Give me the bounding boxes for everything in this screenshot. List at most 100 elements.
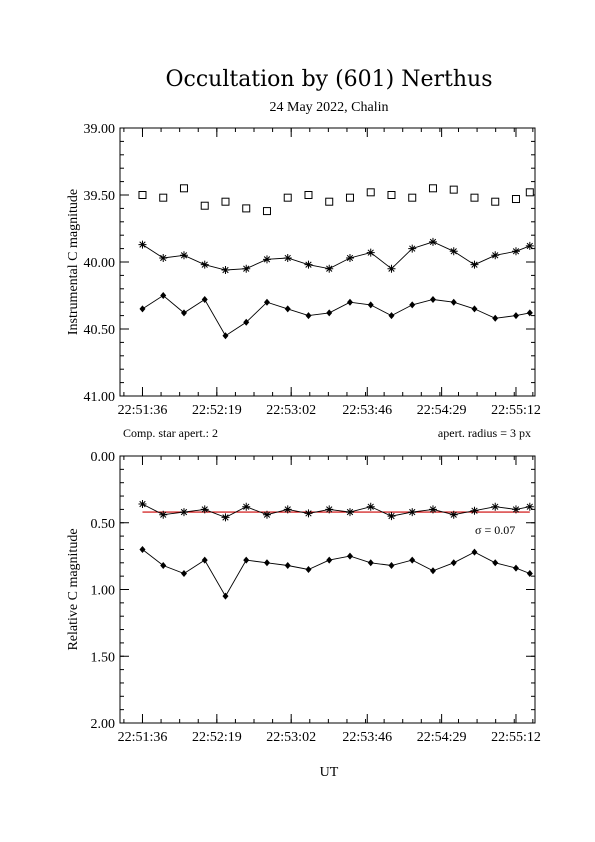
data-point (200, 260, 209, 269)
x-tick-label: 22:54:29 (417, 730, 467, 745)
data-point (409, 556, 416, 564)
data-point (388, 561, 395, 569)
data-point (160, 561, 167, 569)
data-point (242, 264, 251, 273)
data-point (243, 318, 250, 326)
data-point (428, 184, 437, 193)
data-point (160, 292, 167, 299)
data-point (449, 185, 458, 194)
data-point (180, 309, 187, 317)
data-point (222, 332, 229, 340)
data-point (304, 191, 313, 199)
data-point (179, 251, 188, 260)
data-point (511, 247, 520, 256)
data-point (345, 508, 354, 517)
y-tick-label: 41.00 (84, 390, 116, 405)
data-point (450, 298, 457, 306)
data-point (491, 251, 500, 260)
data-point (449, 247, 458, 256)
x-tick-label: 22:54:29 (417, 403, 467, 418)
data-point (283, 505, 292, 514)
data-point (262, 510, 271, 519)
data-point (222, 592, 229, 600)
x-axis-label: UT (320, 765, 339, 780)
data-point (201, 296, 208, 304)
data-point (179, 508, 188, 517)
data-point (262, 207, 271, 216)
y-tick-label: 0.00 (91, 450, 116, 465)
y-tick-label: 0.50 (91, 517, 116, 532)
data-point (366, 188, 375, 197)
plot-frame (119, 455, 536, 724)
data-point (492, 559, 499, 567)
x-tick-label: 22:53:46 (342, 403, 392, 418)
data-point (221, 197, 230, 206)
data-point (429, 567, 436, 575)
data-point (525, 502, 534, 511)
data-point (221, 266, 230, 275)
y-tick-label: 1.50 (91, 650, 116, 665)
data-point (201, 556, 208, 564)
x-tick-label: 22:51:36 (118, 403, 168, 418)
data-point (200, 201, 209, 210)
data-point (283, 253, 292, 262)
x-tick-label: 22:55:12 (491, 403, 541, 418)
x-tick-label: 22:52:19 (192, 403, 242, 418)
y-tick-label: 39.00 (84, 122, 116, 137)
data-point (304, 260, 313, 269)
data-point (180, 569, 187, 577)
data-point (366, 248, 375, 257)
data-point (159, 193, 168, 202)
data-point (159, 253, 168, 262)
data-point (346, 552, 353, 560)
data-point (139, 305, 146, 313)
x-tick-label: 22:55:12 (491, 730, 541, 745)
data-point (470, 193, 479, 202)
x-tick-label: 22:51:36 (118, 730, 168, 745)
y-tick-label: 40.00 (84, 256, 116, 271)
data-point (471, 305, 478, 313)
y-tick-label: 1.00 (91, 584, 116, 599)
data-point (284, 305, 291, 313)
data-point (428, 505, 437, 514)
data-point (326, 309, 333, 317)
aperture-radius-note: apert. radius = 3 px (438, 426, 531, 440)
data-point (367, 559, 374, 567)
x-tick-label: 22:53:02 (266, 730, 316, 745)
data-point (326, 556, 333, 564)
data-point (200, 505, 209, 514)
sigma-annotation: σ = 0.07 (475, 523, 515, 537)
data-point (491, 502, 500, 511)
data-point (408, 193, 417, 202)
data-point (284, 561, 291, 569)
data-point (242, 204, 251, 213)
data-point (305, 312, 312, 320)
data-point (470, 506, 479, 515)
data-point (408, 244, 417, 253)
y-tick-label: 2.00 (91, 717, 116, 732)
y-tick-label: 40.50 (84, 323, 116, 338)
data-point (325, 197, 334, 206)
data-point (470, 260, 479, 269)
data-point (283, 193, 292, 202)
comp-star-aperture-note: Comp. star apert.: 2 (123, 426, 218, 440)
data-point (429, 296, 436, 304)
data-point (525, 241, 534, 250)
data-point (428, 237, 437, 246)
data-point (325, 505, 334, 514)
data-point (511, 505, 520, 514)
data-point (449, 510, 458, 519)
series-line (142, 503, 530, 518)
series-line (142, 241, 530, 271)
data-point (138, 500, 147, 509)
data-point (525, 188, 534, 197)
data-point (409, 301, 416, 309)
data-point (512, 564, 519, 572)
data-point (345, 253, 354, 262)
data-point (512, 312, 519, 320)
x-tick-label: 22:53:02 (266, 403, 316, 418)
data-point (221, 513, 230, 522)
data-point (408, 508, 417, 517)
